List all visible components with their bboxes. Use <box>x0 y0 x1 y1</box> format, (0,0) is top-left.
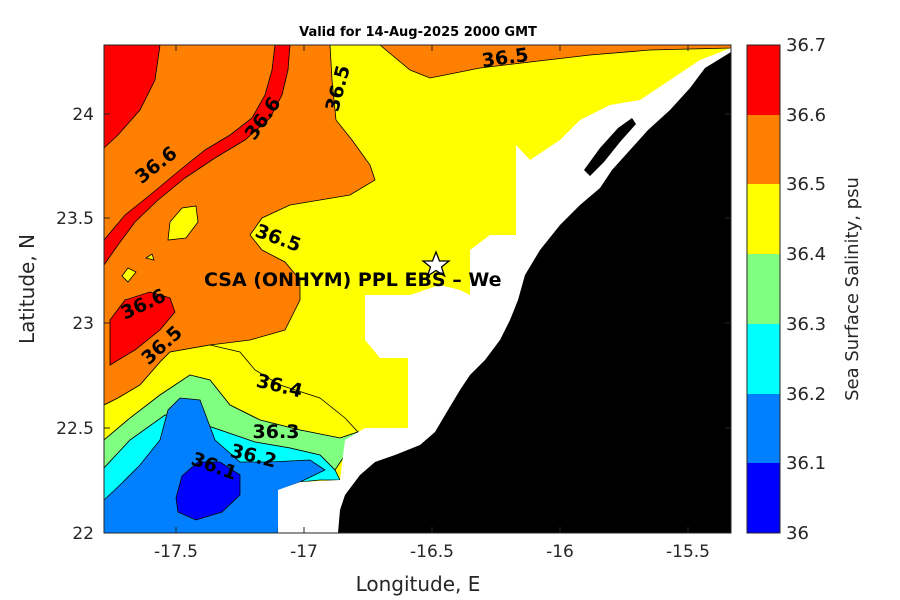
x-axis-label: Longitude, E <box>356 572 481 596</box>
colorbar-swatch <box>747 184 780 254</box>
salinity-band-36.6-36.7-south <box>109 291 176 366</box>
colorbar-tick-label: 36 <box>786 523 809 544</box>
land-region <box>338 52 731 533</box>
colorbar-swatch <box>747 324 780 394</box>
salinity-band-36.6-36.7-nw <box>104 45 161 149</box>
colorbar-tick-label: 36.2 <box>786 384 826 405</box>
colorbar-frame <box>746 44 781 534</box>
colorbar-swatch <box>747 463 780 533</box>
colorbar-title: Sea Surface Salinity, psu <box>842 177 863 401</box>
colorbar-swatch <box>747 115 780 184</box>
colorbar-tick-label: 36.6 <box>786 105 826 126</box>
x-axis: -17.5 -17 -16.5 -16 -15.5 Longitude, E <box>154 45 710 596</box>
colorbar-tick-label: 36.4 <box>786 244 826 265</box>
salinity-band-36.5-36.6-north <box>379 45 731 79</box>
site-label: CSA (ONHYM) PPL EBS – We <box>204 269 502 291</box>
x-tick-label: -17.5 <box>154 542 198 562</box>
x-tick-label: -15.5 <box>666 542 710 562</box>
colorbar-tick-label: 36.3 <box>786 314 826 335</box>
map-title: Valid for 14-Aug-2025 2000 GMT <box>299 25 537 40</box>
contour-label: 36.3 <box>253 421 300 443</box>
colorbar-swatch <box>747 45 780 115</box>
y-tick-label: 24 <box>72 105 94 125</box>
salinity-island-3 <box>145 253 155 261</box>
colorbar-swatch <box>747 394 780 463</box>
colorbar-tick-label: 36.1 <box>786 453 826 474</box>
x-tick-label: -16.5 <box>410 542 454 562</box>
colorbar-tick-label: 36.5 <box>786 174 826 195</box>
colorbar-tick-label: 36.7 <box>786 35 826 56</box>
y-tick-label: 23.5 <box>56 209 94 229</box>
y-tick-label: 23 <box>72 314 94 334</box>
salinity-island-1 <box>167 205 199 241</box>
salinity-band-36.6-36.7-band <box>104 45 291 266</box>
y-tick-label: 22.5 <box>56 419 94 439</box>
y-tick-label: 22 <box>72 524 94 544</box>
plot-frame <box>103 44 732 534</box>
y-axis-label: Latitude, N <box>15 234 39 344</box>
colorbar: 36.7 36.6 36.5 36.4 36.3 36.2 36.1 36 Se… <box>746 35 863 544</box>
x-tick-label: -16 <box>546 542 574 562</box>
star-icon <box>421 250 451 278</box>
colorbar-swatch <box>747 254 780 324</box>
y-axis: 24 23.5 23 22.5 22 Latitude, N <box>15 105 731 544</box>
x-tick-label: -17 <box>290 542 318 562</box>
plot-area <box>104 45 731 533</box>
salinity-island-2 <box>121 267 137 283</box>
coast-islet <box>584 118 636 176</box>
salinity-band-36.0-36.1 <box>175 461 241 521</box>
